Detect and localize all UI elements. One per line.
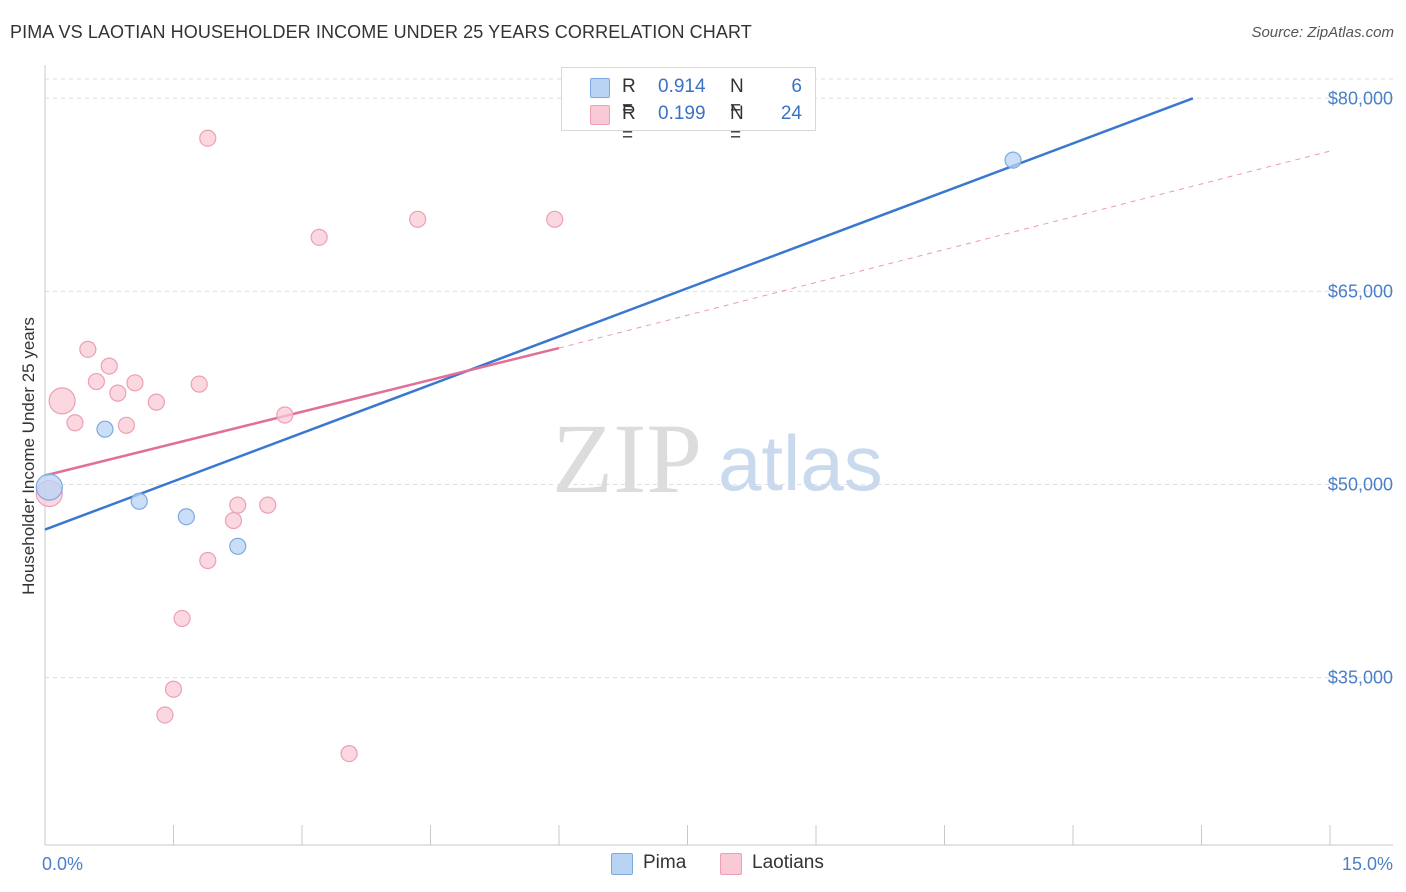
r-value: 0.199 xyxy=(658,103,706,124)
laotians-point xyxy=(259,496,277,514)
laotians-point xyxy=(109,384,127,402)
pima-point xyxy=(229,537,247,555)
laotians-point xyxy=(100,357,118,375)
n-label: N = xyxy=(730,103,744,146)
axes xyxy=(44,65,1393,846)
r-value: 0.914 xyxy=(658,76,706,97)
laotians-point xyxy=(147,393,165,411)
stats-legend: R = 0.914 N = 6 R = 0.199 N = 24 xyxy=(561,67,816,146)
n-value: 24 xyxy=(780,103,802,124)
laotians-point xyxy=(126,374,144,392)
n-label: N = xyxy=(730,76,744,119)
y-tick-label: $35,000 xyxy=(1328,668,1393,688)
laotians-point xyxy=(66,414,84,432)
y-axis-title: Householder Income Under 25 years xyxy=(19,317,38,595)
x-tick-label: 15.0% xyxy=(1342,854,1393,874)
pima-point xyxy=(130,492,148,510)
laotians-point xyxy=(156,706,174,724)
pima-label: Pima xyxy=(643,852,687,873)
laotians-point xyxy=(164,680,183,698)
laotians-trend-extension xyxy=(558,150,1331,349)
laotians-point xyxy=(117,416,135,434)
laotians-point xyxy=(79,340,97,358)
laotians-point xyxy=(190,375,208,393)
laotians-point xyxy=(48,387,76,415)
laotians-point xyxy=(199,129,217,147)
gridlines xyxy=(45,78,1393,679)
laotians-point xyxy=(173,609,191,628)
pima-point xyxy=(177,508,195,526)
laotians-point xyxy=(87,372,106,391)
trend-lines xyxy=(44,97,1331,531)
laotians-point xyxy=(229,496,247,514)
laotians-trend-line xyxy=(44,346,560,477)
pima-point xyxy=(96,420,114,438)
laotians-point xyxy=(310,228,328,246)
r-label: R = xyxy=(622,76,636,119)
r-label: R = xyxy=(622,103,636,146)
y-tick-label: $65,000 xyxy=(1328,281,1393,301)
watermark-atlas: atlas xyxy=(718,419,883,507)
laotians-swatch xyxy=(720,853,742,875)
pima-trend-line xyxy=(44,97,1194,531)
pima-point xyxy=(1004,151,1022,169)
watermark-zip: ZIP xyxy=(552,403,702,514)
laotians-label: Laotians xyxy=(752,852,824,873)
laotians-point xyxy=(409,210,427,228)
pima-swatch xyxy=(611,853,633,875)
pima-point xyxy=(35,473,63,501)
laotians-point xyxy=(546,210,564,228)
laotians-point xyxy=(224,511,243,530)
laotians-point xyxy=(340,744,358,763)
x-tick-label: 0.0% xyxy=(42,854,83,874)
y-tick-label: $80,000 xyxy=(1328,88,1393,108)
pima-swatch xyxy=(590,78,610,98)
y-tick-label: $50,000 xyxy=(1328,475,1393,495)
laotians-point xyxy=(199,551,217,570)
source-credit: Source: ZipAtlas.com xyxy=(1251,24,1394,41)
n-value: 6 xyxy=(791,76,802,97)
tick-labels: $35,000 $50,000 $65,000 $80,000 0.0% 15.0% xyxy=(42,88,1393,874)
data-points xyxy=(35,129,1022,763)
laotians-point xyxy=(276,406,294,424)
laotians-swatch xyxy=(590,105,610,125)
chart-title: PIMA VS LAOTIAN HOUSEHOLDER INCOME UNDER… xyxy=(10,22,752,42)
